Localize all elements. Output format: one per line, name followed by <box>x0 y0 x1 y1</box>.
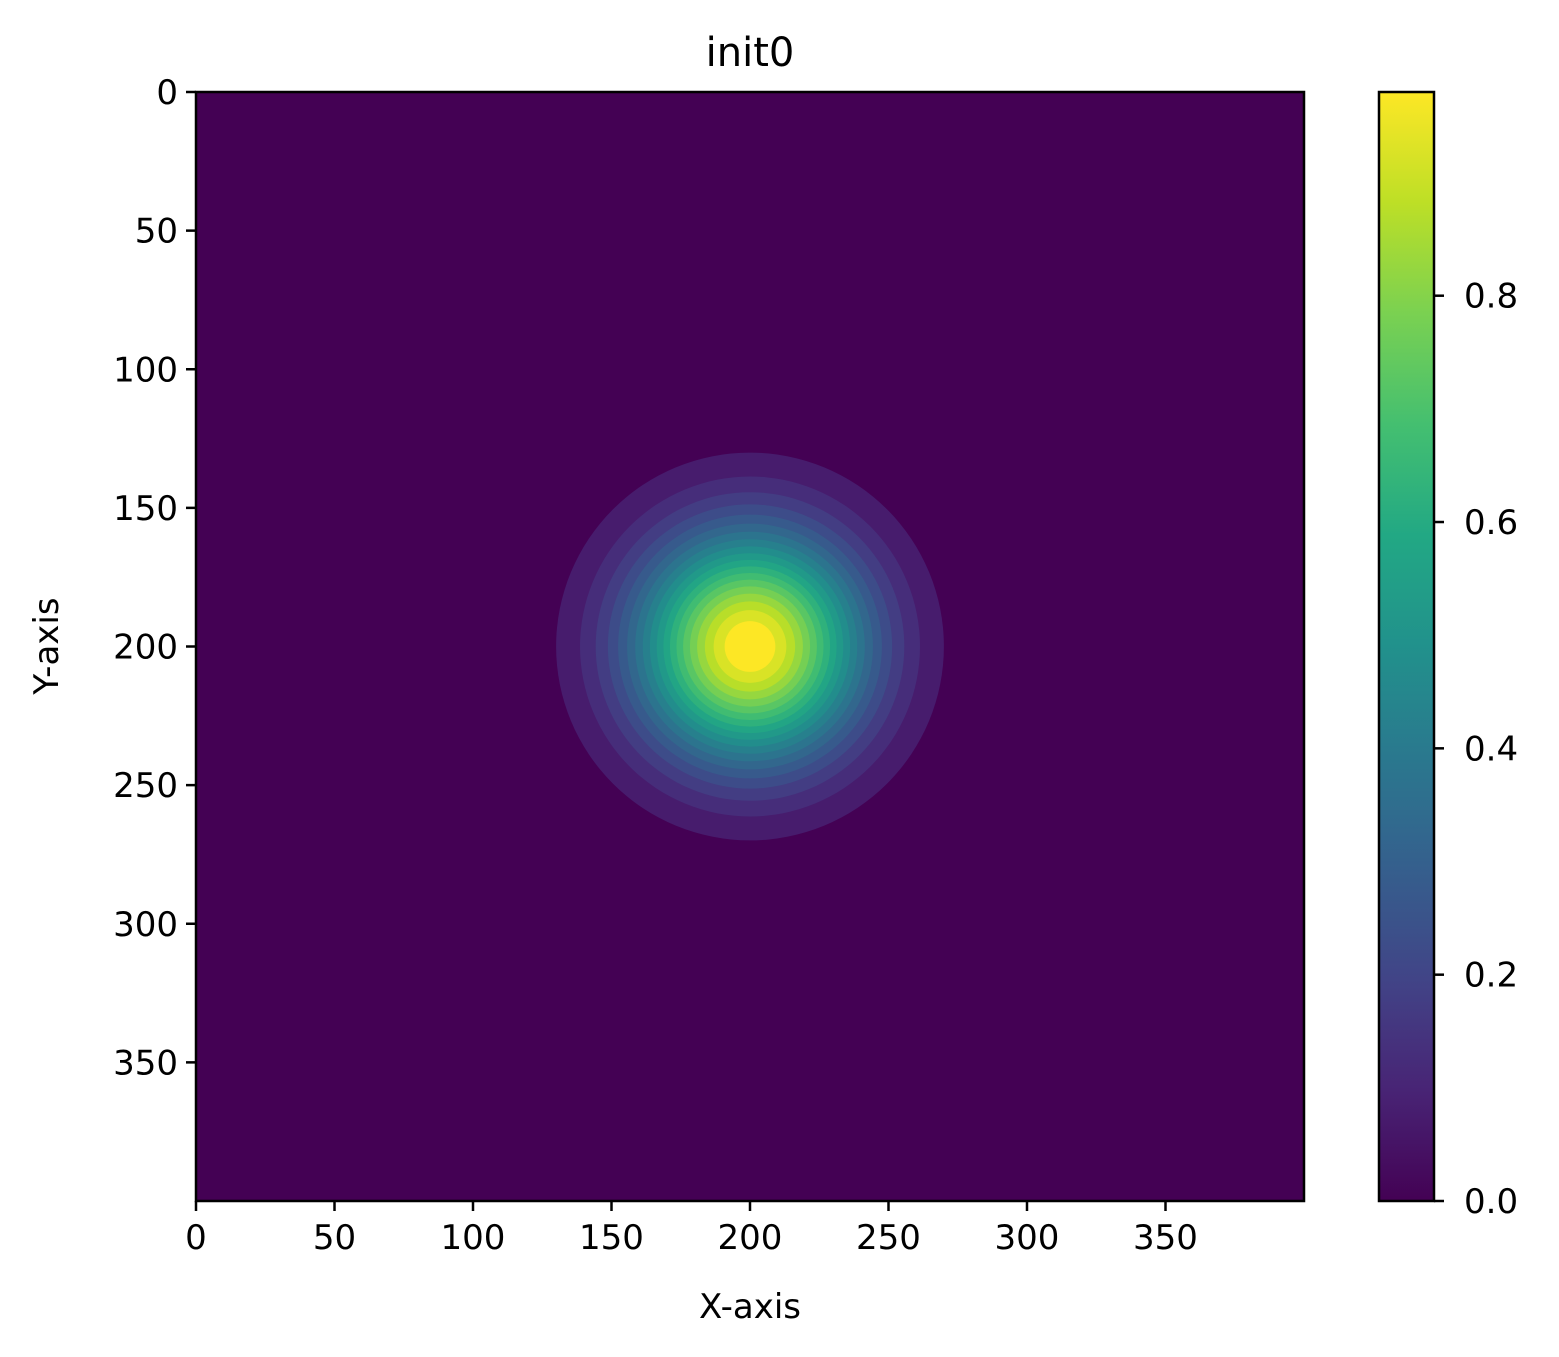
x-axis: 0 50 100 150 200 250 300 350 <box>185 1201 1198 1258</box>
y-tick-label: 100 <box>113 350 178 390</box>
x-axis-label: X-axis <box>699 1287 801 1327</box>
y-tick-label: 150 <box>113 489 178 529</box>
colorbar-tick-label: 0.0 <box>1464 1182 1518 1222</box>
y-axis: 0 50 100 150 200 250 300 350 <box>113 73 196 1083</box>
colorbar-tick-label: 0.6 <box>1464 503 1518 543</box>
x-tick-label: 100 <box>441 1218 506 1258</box>
x-tick-label: 150 <box>579 1218 644 1258</box>
colorbar-frame <box>1377 90 1436 1203</box>
x-tick-label: 0 <box>185 1218 207 1258</box>
contour-ring <box>724 621 776 672</box>
colorbar-tick-label: 0.4 <box>1464 729 1518 769</box>
x-tick-label: 50 <box>313 1218 356 1258</box>
contour-rings <box>556 452 944 841</box>
y-tick-label: 300 <box>113 905 178 945</box>
x-tick-label: 250 <box>856 1218 921 1258</box>
colorbar-fill <box>1379 92 1434 1201</box>
y-axis-label: Y-axis <box>27 597 67 695</box>
y-tick-label: 250 <box>113 766 178 806</box>
plot-area <box>194 90 1306 1203</box>
y-tick-label: 350 <box>113 1043 178 1083</box>
y-tick-label: 200 <box>113 628 178 668</box>
x-tick-label: 200 <box>718 1218 783 1258</box>
colorbar-tick-label: 0.2 <box>1464 956 1518 996</box>
chart-title: init0 <box>706 30 795 76</box>
y-tick-label: 0 <box>156 73 178 113</box>
colorbar-tick-label: 0.8 <box>1464 277 1518 317</box>
colorbar-ticks: 0.0 0.2 0.4 0.6 0.8 <box>1434 277 1518 1222</box>
y-tick-label: 50 <box>135 212 178 252</box>
x-tick-label: 350 <box>1133 1218 1198 1258</box>
colorbar: 0.0 0.2 0.4 0.6 0.8 <box>1377 90 1518 1222</box>
x-tick-label: 300 <box>995 1218 1060 1258</box>
